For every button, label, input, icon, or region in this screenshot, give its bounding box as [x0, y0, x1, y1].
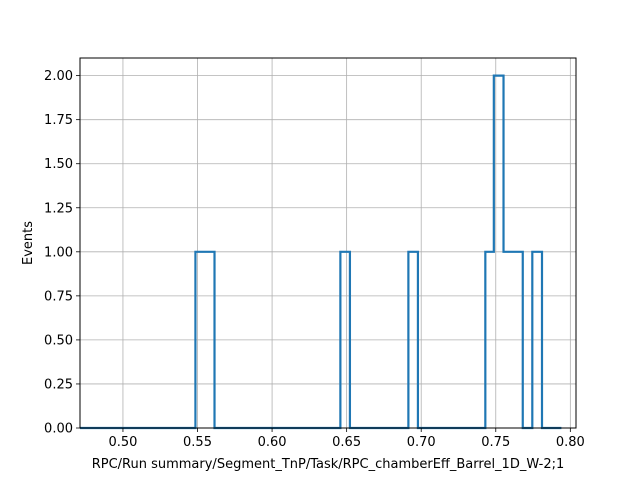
y-tick-label: 2.00 — [44, 69, 73, 84]
y-tick-label: 0.75 — [44, 289, 73, 304]
x-axis-ticks: 0.50 0.55 0.60 0.65 0.70 0.75 0.80 — [108, 428, 585, 450]
y-axis-label: Events — [21, 221, 36, 265]
x-tick-label: 0.55 — [183, 435, 212, 450]
y-tick-label: 1.25 — [44, 201, 73, 216]
y-tick-label: 0.50 — [44, 333, 73, 348]
x-tick-label: 0.80 — [556, 435, 585, 450]
y-tick-label: 0.00 — [44, 422, 73, 437]
x-tick-label: 0.70 — [407, 435, 436, 450]
y-axis-ticks: 0.00 0.25 0.50 0.75 1.00 1.25 1.50 1.75 2.00 — [44, 69, 80, 437]
y-tick-label: 0.25 — [44, 377, 73, 392]
x-tick-label: 0.50 — [108, 435, 137, 450]
x-axis-label: RPC/Run summary/Segment_TnP/Task/RPC_cha… — [92, 457, 565, 472]
x-tick-label: 0.60 — [258, 435, 287, 450]
y-tick-label: 1.00 — [44, 245, 73, 260]
y-tick-label: 1.50 — [44, 157, 73, 172]
y-tick-label: 1.75 — [44, 113, 73, 128]
x-tick-label: 0.75 — [481, 435, 510, 450]
plot-frame — [79, 57, 577, 429]
x-tick-label: 0.65 — [332, 435, 361, 450]
